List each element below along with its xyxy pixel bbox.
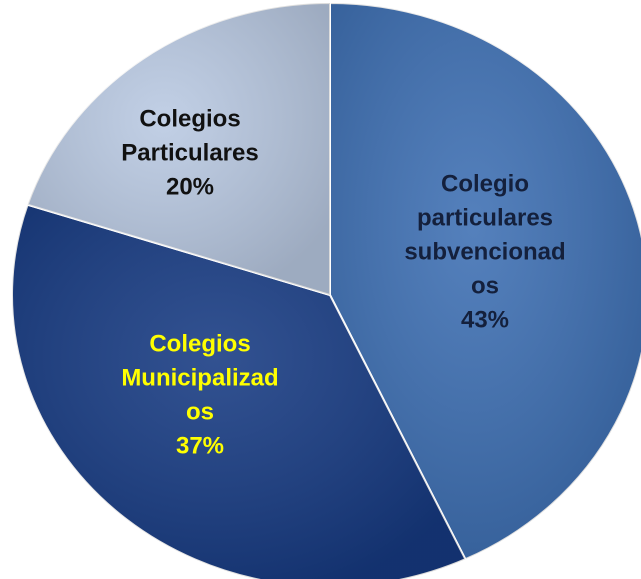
slice-label: Municipalizad — [121, 364, 278, 391]
slice-value-label: 20% — [166, 173, 214, 200]
slice-label: Colegio — [441, 170, 529, 197]
slice-value-label: 37% — [176, 432, 224, 459]
slice-label: Colegios — [149, 330, 250, 357]
slice-label: Particulares — [121, 139, 258, 166]
slice-label: subvencionad — [404, 238, 565, 265]
slice-label: os — [471, 272, 499, 299]
slice-label: os — [186, 398, 214, 425]
slice-label: Colegios — [139, 105, 240, 132]
slice-value-label: 43% — [461, 306, 509, 333]
slice-label: particulares — [417, 204, 553, 231]
